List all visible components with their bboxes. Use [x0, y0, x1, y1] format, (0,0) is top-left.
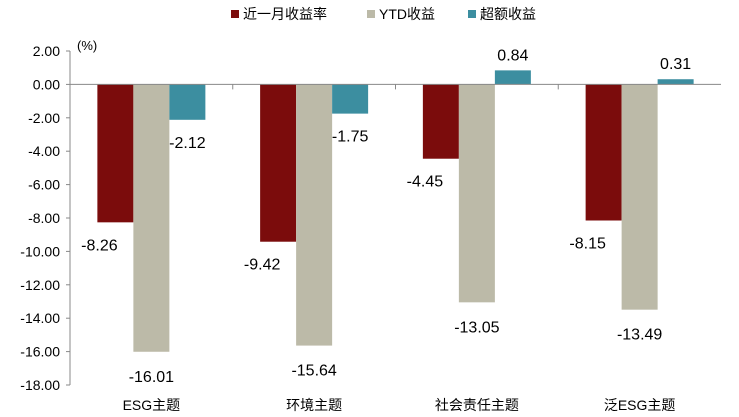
data-label: -2.12 — [169, 135, 206, 152]
y-tick-label: -10.00 — [20, 243, 60, 259]
data-label: -9.42 — [244, 257, 281, 274]
y-tick-label: -4.00 — [28, 143, 60, 159]
bar-2 — [133, 84, 170, 352]
y-tick-label: -2.00 — [28, 110, 60, 126]
data-label: 0.84 — [497, 47, 528, 64]
data-label: -15.64 — [291, 363, 336, 380]
bar-3 — [657, 79, 694, 85]
y-axis-unit: (%) — [77, 38, 97, 53]
data-labels: -8.26 -16.01 -2.12 -9.42 -15.64 -1.75 -4.45 -13… — [81, 47, 691, 385]
data-label: 0.31 — [660, 56, 691, 73]
data-label: -8.15 — [569, 236, 606, 253]
bar-2 — [621, 84, 658, 310]
y-tick-label: 0.00 — [33, 76, 60, 92]
x-axis: ESG主题 环境主题 社会责任主题 泛ESG主题 — [70, 83, 721, 413]
bar-3 — [332, 84, 369, 114]
y-axis: 2.00 0.00 -2.00 -4.00 -6.00 -8.00 -10.00 -12.00… — [20, 43, 71, 393]
bar-1 — [260, 84, 297, 242]
data-label: -16.01 — [129, 369, 174, 386]
y-tick-label: -8.00 — [28, 210, 60, 226]
x-category-label: 泛ESG主题 — [604, 397, 676, 413]
x-category-label: ESG主题 — [123, 397, 181, 413]
legend-label: 近一月收益率 — [243, 6, 327, 22]
bar-1 — [585, 84, 622, 221]
bar-2 — [296, 84, 333, 346]
legend-swatch — [468, 10, 476, 18]
legend: 近一月收益率 YTD收益 超额收益 — [231, 6, 536, 22]
bar-3 — [169, 84, 206, 120]
data-label: -1.75 — [332, 129, 369, 146]
data-label: -13.05 — [454, 319, 499, 336]
y-tick-label: -6.00 — [28, 177, 60, 193]
bar-3 — [494, 70, 531, 85]
data-label: -4.45 — [407, 174, 444, 191]
y-tick-label: 2.00 — [33, 43, 60, 59]
x-category-label: 环境主题 — [286, 397, 342, 413]
y-tick-label: -16.00 — [20, 344, 60, 360]
data-label: -8.26 — [81, 237, 118, 254]
x-category-label: 社会责任主题 — [435, 397, 519, 413]
legend-label: YTD收益 — [379, 6, 435, 22]
legend-swatch — [367, 10, 375, 18]
bar-1 — [97, 84, 134, 223]
bar-1 — [422, 84, 459, 159]
y-tick-label: -14.00 — [20, 310, 60, 326]
legend-swatch — [231, 10, 239, 18]
y-tick-label: -18.00 — [20, 377, 60, 393]
bars — [97, 70, 694, 352]
data-label: -13.49 — [617, 327, 662, 344]
y-tick-label: -12.00 — [20, 277, 60, 293]
bar-2 — [458, 84, 495, 303]
legend-label: 超额收益 — [480, 6, 536, 22]
